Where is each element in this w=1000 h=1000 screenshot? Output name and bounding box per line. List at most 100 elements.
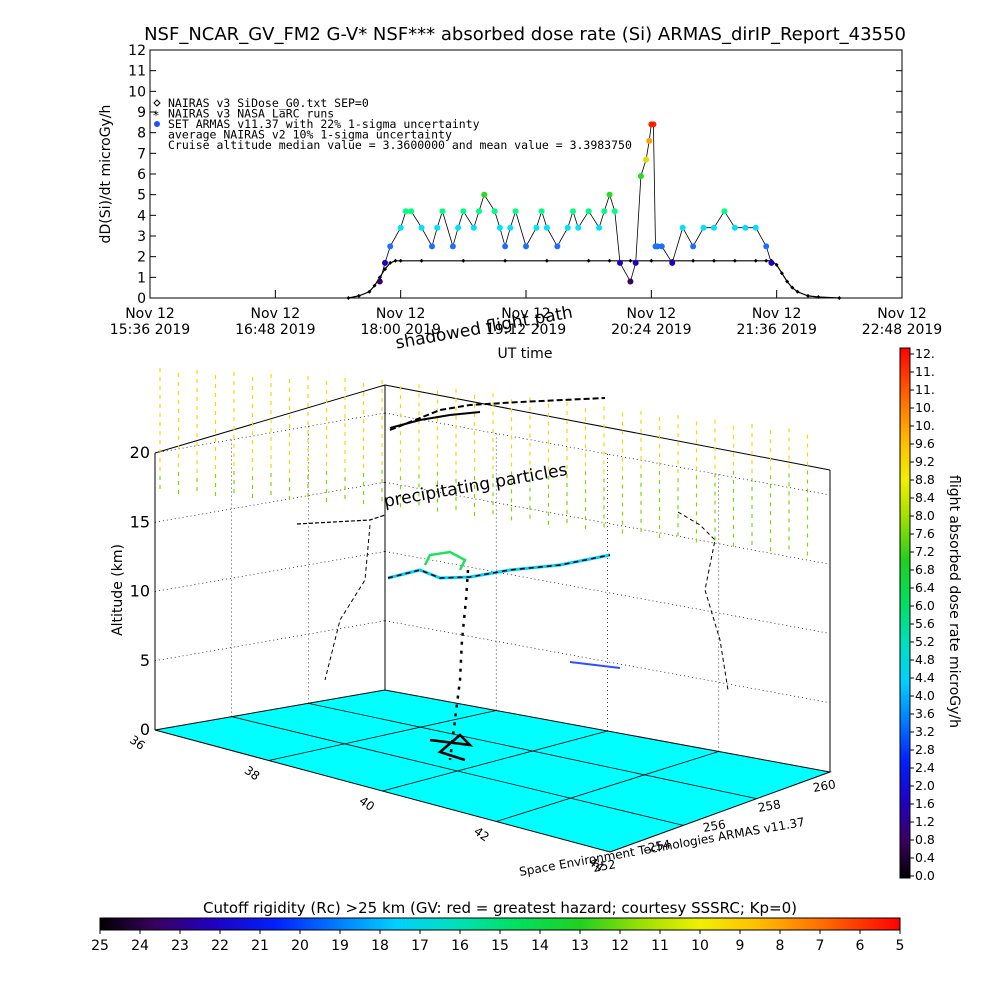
rigidity-tick-label: 22 xyxy=(211,938,229,954)
rigidity-tick-label: 20 xyxy=(291,938,309,954)
dose-rate-tick-label: 0.8 xyxy=(915,832,935,847)
x-tick-label-line1: Nov 12 xyxy=(251,306,301,322)
rigidity-tick-label: 11 xyxy=(651,938,669,954)
altitude-tick-label: 10 xyxy=(130,582,150,601)
longitude-tick-label: 252 xyxy=(592,857,617,875)
y-tick-label: 10 xyxy=(128,84,146,100)
x-tick-label-line1: Nov 12 xyxy=(627,306,677,322)
armas-measurement-point xyxy=(564,224,571,231)
x-tick-label-line1: Nov 12 xyxy=(752,306,802,322)
rigidity-tick-label: 8 xyxy=(776,938,785,954)
armas-measurement-point xyxy=(512,208,519,215)
nairas-model-point xyxy=(356,293,361,298)
nairas-model-line xyxy=(348,260,840,299)
y-tick-label: 3 xyxy=(137,229,146,245)
armas-measurement-point xyxy=(658,243,665,250)
cutoff-rigidity-colorbar xyxy=(99,917,901,931)
dose-rate-tick-label: 5.2 xyxy=(915,634,935,649)
left-wall-grid-line xyxy=(154,481,386,523)
dose-rate-tick-label: 11. xyxy=(915,382,935,397)
y-tick-label: 9 xyxy=(137,105,146,121)
latitude-tick-label: 42 xyxy=(471,824,492,844)
dose-rate-tick-label: 3.2 xyxy=(915,724,935,739)
x-tick-label-line2: 18:00 2019 xyxy=(360,322,440,338)
y-tick-label: 7 xyxy=(137,146,146,162)
top-series-group xyxy=(346,121,842,300)
y-tick-label: 12 xyxy=(128,43,146,59)
altitude-tick-label: 5 xyxy=(140,651,150,670)
armas-measurement-point xyxy=(570,208,576,215)
nairas-model-point xyxy=(346,296,351,300)
nairas-model-point xyxy=(383,267,387,272)
armas-measurement-point xyxy=(382,259,388,266)
dose-rate-colorbar xyxy=(899,347,911,879)
armas-measurement-point xyxy=(721,208,728,215)
armas-measurement-point xyxy=(397,224,404,231)
rigidity-tick-label: 15 xyxy=(491,938,509,954)
latitude-tick-label: 40 xyxy=(357,794,378,814)
x-tick-label-line2: 15:36 2019 xyxy=(110,322,190,338)
armas-measurement-point xyxy=(439,208,446,215)
rigidity-tick-label: 13 xyxy=(571,938,589,954)
top-back-edge xyxy=(384,384,831,471)
dose-rate-tick-label: 7.6 xyxy=(915,526,935,541)
armas-measurement-point xyxy=(491,208,498,215)
x-tick-label-line1: Nov 12 xyxy=(501,306,551,322)
dose-rate-tick-label: 2.0 xyxy=(915,778,935,793)
rigidity-tick-label: 23 xyxy=(171,938,189,954)
dose-rate-tick-label: 2.8 xyxy=(915,742,935,757)
rigidity-tick-label: 12 xyxy=(611,938,629,954)
dose-rate-tick-label: 8.4 xyxy=(915,490,935,505)
nairas-model-point xyxy=(628,258,633,263)
armas-measurement-point xyxy=(496,224,503,231)
climb-trace xyxy=(448,569,470,761)
legend-entry-text: NAIRAS v3 SiDose_G0.txt SEP=0 xyxy=(168,96,369,110)
armas-measurement-point xyxy=(523,243,529,250)
precipitating-particles-label: precipitating particles xyxy=(382,460,569,512)
legend-entry-text: NAIRAS v3 NASA LaRC runs xyxy=(168,107,334,121)
armas-measurement-point xyxy=(679,224,686,231)
nairas-model-point xyxy=(764,258,769,263)
back-wall-grid-line xyxy=(384,551,831,634)
ground-grid-line xyxy=(382,730,608,792)
armas-measurement-point xyxy=(596,224,603,231)
nairas-model-point xyxy=(461,258,466,263)
armas-measurement-point xyxy=(646,137,653,144)
top-y-axis-label: dD(Si)/dt microGy/h xyxy=(98,105,114,244)
altitude-tick-label: 0 xyxy=(140,720,150,739)
nairas-model-point xyxy=(586,258,591,263)
altitude-tick-label: 15 xyxy=(130,512,150,531)
altitude-axis-label: Altitude (km) xyxy=(110,544,126,636)
latitude-tick-label: 38 xyxy=(242,763,263,783)
y-tick-label: 6 xyxy=(137,167,146,183)
left-wall-grid-line xyxy=(154,620,386,662)
armas-measurement-point xyxy=(476,208,482,215)
nairas-model-point xyxy=(398,258,403,263)
y-tick-label: 0 xyxy=(137,291,146,307)
top-shadow-path xyxy=(389,397,606,431)
armas-measurement-point xyxy=(575,224,582,231)
nairas-model-point xyxy=(790,285,795,290)
rigidity-tick-label: 5 xyxy=(896,938,905,954)
ground-track-cluster xyxy=(429,733,474,762)
legend-entry-text: Cruise altitude median value = 3.3600000… xyxy=(168,138,632,152)
armas-measurement-point xyxy=(481,191,488,198)
nairas-model-point xyxy=(607,258,612,263)
x-tick-label-line2: 22:48 2019 xyxy=(862,322,942,338)
armas-measurement-point xyxy=(533,224,540,231)
longitude-tick-label: 258 xyxy=(757,797,782,815)
armas-measurement-point xyxy=(632,259,639,266)
armas-measurement-point xyxy=(731,224,738,231)
armas-measurement-point xyxy=(376,278,383,285)
chart-title: NSF_NCAR_GV_FM2 G-V* NSF*** absorbed dos… xyxy=(144,24,906,45)
rigidity-tick-label: 19 xyxy=(331,938,349,954)
armas-measurement-point xyxy=(507,224,514,231)
cruise-path-3d-dash xyxy=(387,554,611,579)
ground-grid-line xyxy=(496,751,719,822)
armas-measurement-point xyxy=(601,208,608,215)
dose-rate-tick-label: 12. xyxy=(915,346,935,361)
left-wall-projection xyxy=(324,524,371,681)
nairas-model-point xyxy=(795,289,800,294)
armas-measurement-point xyxy=(643,156,650,163)
